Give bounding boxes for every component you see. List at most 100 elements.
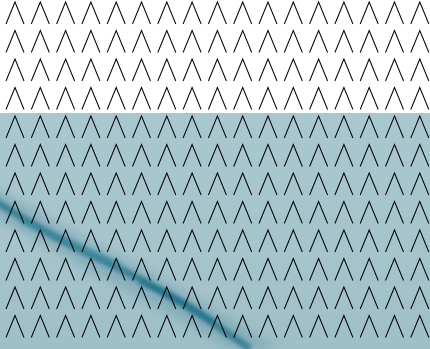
- chevron-icon: [81, 0, 101, 25]
- chevron-icon: [283, 314, 303, 338]
- chevron-icon: [410, 143, 430, 167]
- chevron-icon: [30, 86, 50, 110]
- chevron-icon: [233, 0, 253, 25]
- chevron-icon: [258, 0, 278, 25]
- chevron-icon: [258, 285, 278, 310]
- chevron-icon: [233, 314, 253, 338]
- chevron-icon: [385, 86, 404, 110]
- chevron-icon: [182, 257, 202, 281]
- chevron-icon: [182, 57, 202, 82]
- chevron-icon: [258, 314, 278, 338]
- chevron-icon: [283, 257, 303, 281]
- chevron-icon: [30, 228, 50, 253]
- chevron-icon: [334, 86, 354, 110]
- chevron-icon: [182, 200, 202, 224]
- chevron-icon: [309, 57, 329, 82]
- chevron-icon: [359, 200, 379, 224]
- chevron-icon: [5, 257, 25, 281]
- chevron-icon: [157, 143, 177, 167]
- chevron-icon: [132, 285, 151, 310]
- chevron-icon: [359, 314, 379, 338]
- chevron-icon: [30, 143, 50, 167]
- chevron-icon: [309, 200, 329, 224]
- chevron-icon: [334, 285, 354, 310]
- chevron-icon: [157, 0, 177, 25]
- chevron-icon: [81, 171, 101, 196]
- chevron-icon: [157, 114, 177, 139]
- chevron-icon: [309, 285, 329, 310]
- chevron-icon: [30, 285, 50, 310]
- chevron-icon: [106, 314, 126, 338]
- chevron-icon: [334, 228, 354, 253]
- chevron-icon: [207, 29, 227, 53]
- chevron-icon: [309, 86, 329, 110]
- chevron-icon: [106, 114, 126, 139]
- chevron-icon: [56, 228, 76, 253]
- chevron-icon: [157, 257, 177, 281]
- chevron-icon: [81, 86, 101, 110]
- chevron-icon: [106, 200, 126, 224]
- chevron-icon: [106, 285, 126, 310]
- chevron-icon: [334, 29, 354, 53]
- chevron-icon: [106, 0, 126, 25]
- chevron-icon: [334, 143, 354, 167]
- chevron-icon: [309, 0, 329, 25]
- chevron-icon: [30, 0, 50, 25]
- chevron-icon: [157, 228, 177, 253]
- chevron-icon: [132, 114, 151, 139]
- chevron-icon: [410, 285, 430, 310]
- chevron-icon: [81, 143, 101, 167]
- chevron-icon: [81, 257, 101, 281]
- chevron-icon: [258, 86, 278, 110]
- chevron-icon: [359, 57, 379, 82]
- chevron-icon: [56, 0, 76, 25]
- chevron-icon: [106, 57, 126, 82]
- chevron-icon: [106, 228, 126, 253]
- chevron-icon: [132, 29, 151, 53]
- chevron-icon: [56, 86, 76, 110]
- chevron-icon: [132, 228, 151, 253]
- chevron-icon: [56, 29, 76, 53]
- chevron-icon: [30, 257, 50, 281]
- chevron-icon: [410, 171, 430, 196]
- chevron-icon: [283, 29, 303, 53]
- chevron-icon: [132, 314, 151, 338]
- chevron-icon: [207, 200, 227, 224]
- chevron-icon: [385, 171, 404, 196]
- chevron-icon: [30, 314, 50, 338]
- chevron-icon: [207, 57, 227, 82]
- chevron-icon: [56, 314, 76, 338]
- chevron-icon: [258, 200, 278, 224]
- chevron-icon: [5, 200, 25, 224]
- chevron-icon: [385, 228, 404, 253]
- chevron-icon: [5, 114, 25, 139]
- chevron-icon: [5, 285, 25, 310]
- chevron-icon: [5, 314, 25, 338]
- chevron-icon: [81, 57, 101, 82]
- chevron-icon: [233, 228, 253, 253]
- chevron-icon: [207, 0, 227, 25]
- chevron-icon: [283, 57, 303, 82]
- chevron-icon: [359, 143, 379, 167]
- chevron-icon: [207, 257, 227, 281]
- chevron-icon: [359, 114, 379, 139]
- chevron-icon: [56, 200, 76, 224]
- chevron-icon: [309, 114, 329, 139]
- chevron-icon: [334, 0, 354, 25]
- chevron-icon: [157, 86, 177, 110]
- chevron-icon: [30, 171, 50, 196]
- chevron-icon: [5, 57, 25, 82]
- chevron-icon: [157, 57, 177, 82]
- chevron-icon: [30, 57, 50, 82]
- chevron-icon: [106, 86, 126, 110]
- chevron-icon: [106, 143, 126, 167]
- chevron-icon: [5, 0, 25, 25]
- chevron-icon: [5, 171, 25, 196]
- chevron-icon: [132, 86, 151, 110]
- chevron-icon: [81, 114, 101, 139]
- chevron-icon: [385, 114, 404, 139]
- chevron-icon: [81, 285, 101, 310]
- chevron-icon: [56, 143, 76, 167]
- chevron-icon: [334, 200, 354, 224]
- chevron-icon: [233, 57, 253, 82]
